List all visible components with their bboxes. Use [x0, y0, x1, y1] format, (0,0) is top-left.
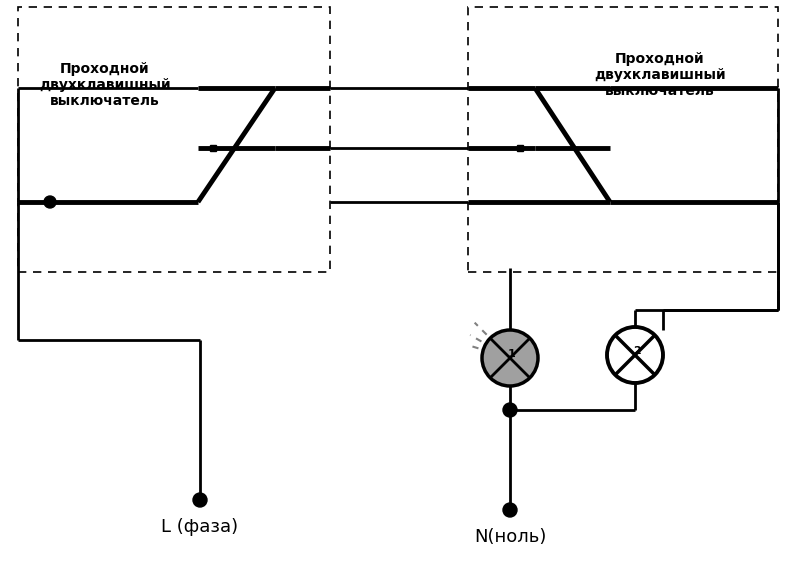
Text: Проходной
двухклавишный
выключатель: Проходной двухклавишный выключатель — [594, 52, 726, 98]
Bar — [468, 7, 778, 272]
Circle shape — [503, 503, 517, 517]
Circle shape — [44, 196, 56, 208]
Text: Проходной
двухклавишный
выключатель: Проходной двухклавишный выключатель — [39, 62, 171, 108]
Text: N(ноль): N(ноль) — [474, 528, 546, 546]
Text: 1: 1 — [508, 349, 516, 359]
Circle shape — [482, 330, 538, 386]
Circle shape — [607, 327, 663, 383]
Circle shape — [193, 493, 207, 507]
Bar — [18, 7, 330, 272]
Text: L (фаза): L (фаза) — [162, 518, 238, 536]
Text: 2: 2 — [633, 346, 641, 356]
Circle shape — [503, 403, 517, 417]
